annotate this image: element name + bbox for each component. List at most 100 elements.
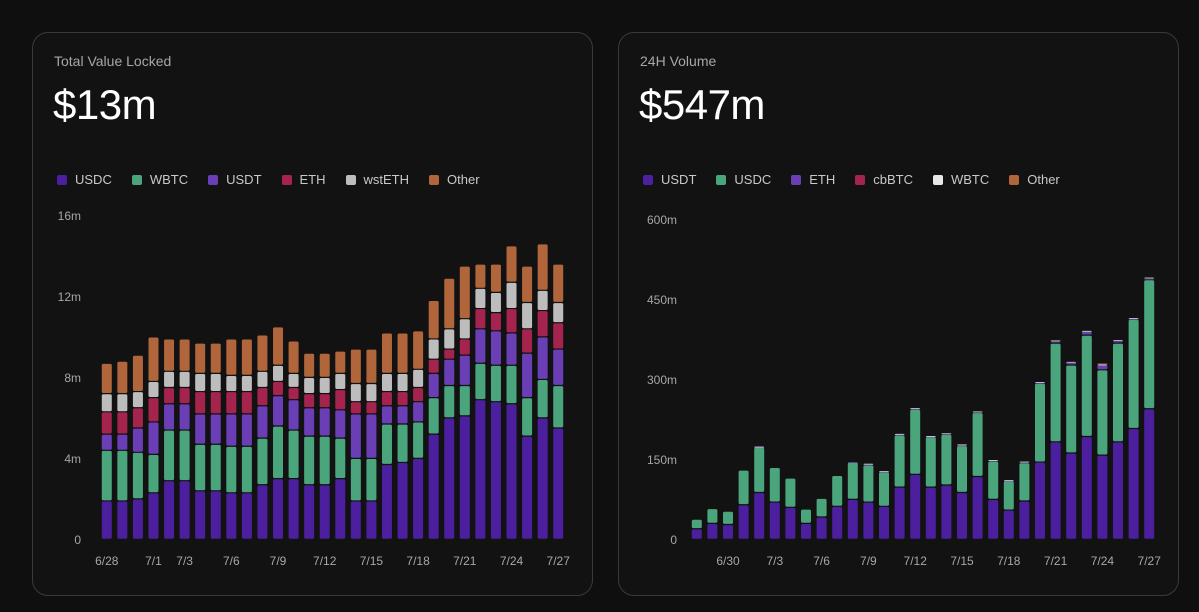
legend-item-wsteth[interactable]: wstETH [345,172,409,187]
bar-segment-usdt[interactable] [988,500,999,539]
bar-segment-usdt[interactable] [723,525,733,539]
bar-segment-other[interactable] [179,339,190,371]
bar-stack-7/18[interactable] [413,331,424,539]
bar-segment-usdt[interactable] [832,506,843,539]
bar-segment-other[interactable] [257,335,268,371]
bar-segment-usdt[interactable] [801,524,811,539]
bar-segment-wbtc[interactable] [1144,277,1155,279]
bar-segment-usdt[interactable] [863,502,874,539]
bar-segment-eth[interactable] [413,388,424,402]
legend-item-usdt[interactable]: USDT [208,172,262,187]
bar-stack-7/27[interactable] [1144,277,1155,539]
bar-segment-other[interactable] [288,341,299,373]
bar-segment-usdt[interactable] [553,349,564,385]
bar-segment-wbtc[interactable] [863,463,874,465]
legend-item-other[interactable]: Other [1009,172,1060,187]
bar-segment-usdt[interactable] [925,487,936,539]
bar-segment-usdc[interactable] [1035,383,1045,462]
legend-item-wbtc[interactable]: WBTC [932,172,989,187]
bar-segment-wsteth[interactable] [381,373,392,391]
bar-segment-usdc[interactable] [879,472,889,506]
bar-segment-usdt[interactable] [1097,455,1108,539]
bar-segment-eth[interactable] [148,398,159,422]
bar-segment-usdt[interactable] [428,373,439,398]
bar-segment-usdc[interactable] [910,409,921,474]
legend-item-cbbtc[interactable]: cbBTC [855,172,913,187]
bar-segment-other[interactable] [506,246,517,282]
bar-segment-usdt[interactable] [101,434,112,450]
bar-segment-wsteth[interactable] [490,292,501,312]
bar-segment-wbtc[interactable] [273,426,284,479]
bar-segment-other[interactable] [459,266,470,319]
bar-segment-usdt[interactable] [506,333,517,365]
bar-segment-usdc[interactable] [101,501,112,539]
legend-item-usdc[interactable]: USDC [57,172,112,187]
bar-segment-usdt[interactable] [957,493,967,539]
bar-stack-6/29[interactable] [707,509,718,539]
bar-segment-wbtc[interactable] [988,460,999,461]
bar-segment-usdc[interactable] [522,436,533,539]
bar-segment-wsteth[interactable] [304,378,315,393]
bar-segment-wbtc[interactable] [226,446,237,493]
bar-segment-eth[interactable] [847,462,858,463]
bar-segment-eth[interactable] [553,323,564,349]
bar-segment-wbtc[interactable] [1050,340,1061,342]
bar-segment-other[interactable] [304,353,315,377]
bar-segment-wbtc[interactable] [1019,461,1030,463]
bar-stack-7/27[interactable] [553,264,564,539]
bar-segment-wsteth[interactable] [350,384,361,402]
bar-segment-wsteth[interactable] [335,373,346,389]
bar-segment-usdt[interactable] [475,329,486,363]
bar-segment-usdc[interactable] [490,402,501,539]
bar-segment-usdt[interactable] [179,404,190,430]
bar-segment-usdt[interactable] [335,410,346,438]
bar-segment-wbtc[interactable] [1003,480,1014,482]
bar-segment-eth[interactable] [241,392,252,414]
bar-segment-usdc[interactable] [397,463,408,539]
bar-segment-wbtc[interactable] [413,422,424,458]
bar-segment-wbtc[interactable] [490,365,501,402]
bar-segment-usdc[interactable] [1050,343,1061,442]
bar-segment-usdc[interactable] [444,418,455,539]
bar-segment-wbtc[interactable] [910,408,921,410]
bar-segment-usdc[interactable] [537,418,548,539]
bar-segment-wsteth[interactable] [101,394,112,412]
bar-segment-usdc[interactable] [863,465,874,502]
bar-segment-wbtc[interactable] [941,433,952,435]
bar-stack-7/3[interactable] [179,339,190,539]
bar-segment-usdc[interactable] [1081,335,1092,436]
bar-segment-wbtc[interactable] [879,471,889,472]
bar-segment-usdt[interactable] [707,524,718,539]
legend-item-usdc[interactable]: USDC [716,172,771,187]
bar-segment-usdc[interactable] [801,509,811,523]
bar-segment-usdt[interactable] [1050,442,1061,539]
bar-segment-usdt[interactable] [1003,510,1014,539]
bar-segment-wbtc[interactable] [241,446,252,493]
bar-segment-other[interactable] [444,278,455,329]
bar-segment-usdc[interactable] [413,459,424,539]
legend-item-eth[interactable]: ETH [791,172,835,187]
bar-segment-wsteth[interactable] [537,290,548,310]
bar-segment-usdt[interactable] [273,396,284,426]
bar-segment-eth[interactable] [117,412,128,434]
bar-segment-other[interactable] [381,333,392,373]
bar-stack-7/9[interactable] [273,327,284,539]
bar-segment-eth[interactable] [1050,341,1061,343]
bar-segment-usdt[interactable] [148,422,159,454]
bar-segment-wsteth[interactable] [553,303,564,323]
bar-stack-7/26[interactable] [1128,318,1139,539]
bar-segment-wbtc[interactable] [522,398,533,436]
bar-segment-usdt[interactable] [350,414,361,458]
bar-segment-wsteth[interactable] [195,373,206,391]
bar-segment-usdt[interactable] [241,414,252,446]
legend-item-wbtc[interactable]: WBTC [131,172,188,187]
bar-segment-usdc[interactable] [769,468,780,502]
bar-segment-usdt[interactable] [459,355,470,385]
bar-segment-eth[interactable] [1113,341,1123,343]
bar-segment-wsteth[interactable] [132,392,143,408]
bar-segment-usdc[interactable] [195,491,206,539]
bar-segment-usdt[interactable] [319,408,330,436]
bar-segment-other[interactable] [366,349,377,383]
bar-segment-usdt[interactable] [785,508,796,539]
bar-stack-7/4[interactable] [785,478,796,539]
